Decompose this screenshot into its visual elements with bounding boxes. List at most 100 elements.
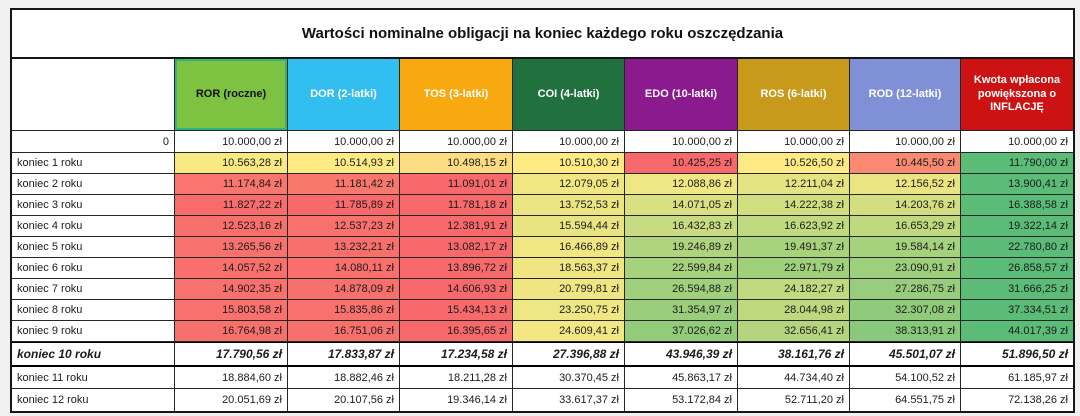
table-row: koniec 8 roku 15.803,58 zł 15.835,86 zł 15.… — [12, 300, 1073, 321]
row-label: koniec 4 roku — [12, 216, 175, 237]
table-row: koniec 9 roku 16.764,98 zł 16.751,06 zł 16.… — [12, 321, 1073, 342]
value-cell: 12.537,23 zł — [288, 216, 400, 237]
value-cell: 10.000,00 zł — [738, 131, 850, 153]
value-cell: 22.971,79 zł — [738, 258, 850, 279]
value-cell: 17.833,87 zł — [288, 343, 400, 365]
value-cell: 61.185,97 zł — [961, 367, 1073, 389]
value-cell: 11.091,01 zł — [400, 174, 513, 195]
value-cell: 19.346,14 zł — [400, 389, 513, 411]
value-cell: 16.395,65 zł — [400, 321, 513, 342]
spreadsheet-table: Wartości nominalne obligacji na koniec k… — [10, 8, 1075, 413]
value-cell: 13.896,72 zł — [400, 258, 513, 279]
value-cell: 12.088,86 zł — [625, 174, 738, 195]
value-cell: 19.246,89 zł — [625, 237, 738, 258]
table-row: koniec 12 roku 20.051,69 zł 20.107,56 zł 19… — [12, 389, 1073, 411]
row-label: koniec 7 roku — [12, 279, 175, 300]
value-cell: 18.211,28 zł — [400, 367, 513, 389]
row-label: koniec 1 roku — [12, 153, 175, 174]
value-cell: 17.790,56 zł — [175, 343, 288, 365]
table-row: koniec 10 roku 17.790,56 zł 17.833,87 zł 17… — [12, 342, 1073, 367]
value-cell: 20.799,81 zł — [513, 279, 625, 300]
table-row: koniec 5 roku 13.265,56 zł 13.232,21 zł 13.… — [12, 237, 1073, 258]
column-header: Kwota wpłacona powiększona o INFLACJĘ — [961, 59, 1073, 131]
table-body: 0 10.000,00 zł 10.000,00 zł 10.000,00 zł 10.… — [12, 131, 1073, 411]
value-cell: 20.107,56 zł — [288, 389, 400, 411]
table-row: koniec 7 roku 14.902,35 zł 14.878,09 zł 14.… — [12, 279, 1073, 300]
column-header: ROR (roczne) — [175, 59, 288, 131]
value-cell: 10.510,30 zł — [513, 153, 625, 174]
value-cell: 10.000,00 zł — [288, 131, 400, 153]
value-cell: 44.017,39 zł — [961, 321, 1073, 342]
value-cell: 64.551,75 zł — [850, 389, 961, 411]
value-cell: 16.653,29 zł — [850, 216, 961, 237]
value-cell: 11.827,22 zł — [175, 195, 288, 216]
value-cell: 10.000,00 zł — [850, 131, 961, 153]
value-cell: 31.354,97 zł — [625, 300, 738, 321]
value-cell: 14.203,76 zł — [850, 195, 961, 216]
value-cell: 72.138,26 zł — [961, 389, 1073, 411]
header-row: ROR (roczne) DOR (2-latki) TOS (3-latki) CO… — [12, 59, 1073, 131]
value-cell: 45.863,17 zł — [625, 367, 738, 389]
table-row: koniec 6 roku 14.057,52 zł 14.080,11 zł 13.… — [12, 258, 1073, 279]
corner-cell — [12, 59, 175, 131]
value-cell: 13.082,17 zł — [400, 237, 513, 258]
value-cell: 38.313,91 zł — [850, 321, 961, 342]
table-row: koniec 1 roku 10.563,28 zł 10.514,93 zł 10.… — [12, 153, 1073, 174]
value-cell: 10.000,00 zł — [175, 131, 288, 153]
column-header: EDO (10-latki) — [625, 59, 738, 131]
value-cell: 12.079,05 zł — [513, 174, 625, 195]
value-cell: 10.000,00 zł — [961, 131, 1073, 153]
value-cell: 31.666,25 zł — [961, 279, 1073, 300]
value-cell: 14.902,35 zł — [175, 279, 288, 300]
table-row: 0 10.000,00 zł 10.000,00 zł 10.000,00 zł 10.… — [12, 131, 1073, 153]
table-row: koniec 2 roku 11.174,84 zł 11.181,42 zł 11.… — [12, 174, 1073, 195]
value-cell: 23.250,75 zł — [513, 300, 625, 321]
value-cell: 11.174,84 zł — [175, 174, 288, 195]
value-cell: 12.211,04 zł — [738, 174, 850, 195]
value-cell: 32.307,08 zł — [850, 300, 961, 321]
value-cell: 10.526,50 zł — [738, 153, 850, 174]
row-label: koniec 11 roku — [12, 367, 175, 389]
value-cell: 14.606,93 zł — [400, 279, 513, 300]
column-header: TOS (3-latki) — [400, 59, 513, 131]
value-cell: 38.161,76 zł — [738, 343, 850, 365]
value-cell: 16.764,98 zł — [175, 321, 288, 342]
value-cell: 15.434,13 zł — [400, 300, 513, 321]
value-cell: 11.781,18 zł — [400, 195, 513, 216]
value-cell: 13.265,56 zł — [175, 237, 288, 258]
value-cell: 45.501,07 zł — [850, 343, 961, 365]
value-cell: 54.100,52 zł — [850, 367, 961, 389]
value-cell: 14.071,05 zł — [625, 195, 738, 216]
value-cell: 16.432,83 zł — [625, 216, 738, 237]
value-cell: 10.563,28 zł — [175, 153, 288, 174]
value-cell: 22.599,84 zł — [625, 258, 738, 279]
row-label: koniec 6 roku — [12, 258, 175, 279]
value-cell: 32.656,41 zł — [738, 321, 850, 342]
value-cell: 18.563,37 zł — [513, 258, 625, 279]
value-cell: 10.445,50 zł — [850, 153, 961, 174]
value-cell: 10.000,00 zł — [400, 131, 513, 153]
value-cell: 12.156,52 zł — [850, 174, 961, 195]
table-row: koniec 4 roku 12.523,16 zł 12.537,23 zł 12.… — [12, 216, 1073, 237]
value-cell: 15.803,58 zł — [175, 300, 288, 321]
value-cell: 52.711,20 zł — [738, 389, 850, 411]
row-label: 0 — [12, 131, 175, 153]
value-cell: 24.182,27 zł — [738, 279, 850, 300]
value-cell: 53.172,84 zł — [625, 389, 738, 411]
value-cell: 17.234,58 zł — [400, 343, 513, 365]
column-header: COI (4-latki) — [513, 59, 625, 131]
value-cell: 18.884,60 zł — [175, 367, 288, 389]
value-cell: 20.051,69 zł — [175, 389, 288, 411]
row-label: koniec 9 roku — [12, 321, 175, 342]
value-cell: 10.000,00 zł — [513, 131, 625, 153]
value-cell: 37.334,51 zł — [961, 300, 1073, 321]
row-label: koniec 2 roku — [12, 174, 175, 195]
table-row: koniec 11 roku 18.884,60 zł 18.882,46 zł 18… — [12, 367, 1073, 389]
value-cell: 16.466,89 zł — [513, 237, 625, 258]
value-cell: 37.026,62 zł — [625, 321, 738, 342]
value-cell: 26.858,57 zł — [961, 258, 1073, 279]
value-cell: 19.491,37 zł — [738, 237, 850, 258]
value-cell: 11.785,89 zł — [288, 195, 400, 216]
row-label: koniec 5 roku — [12, 237, 175, 258]
value-cell: 10.425,25 zł — [625, 153, 738, 174]
